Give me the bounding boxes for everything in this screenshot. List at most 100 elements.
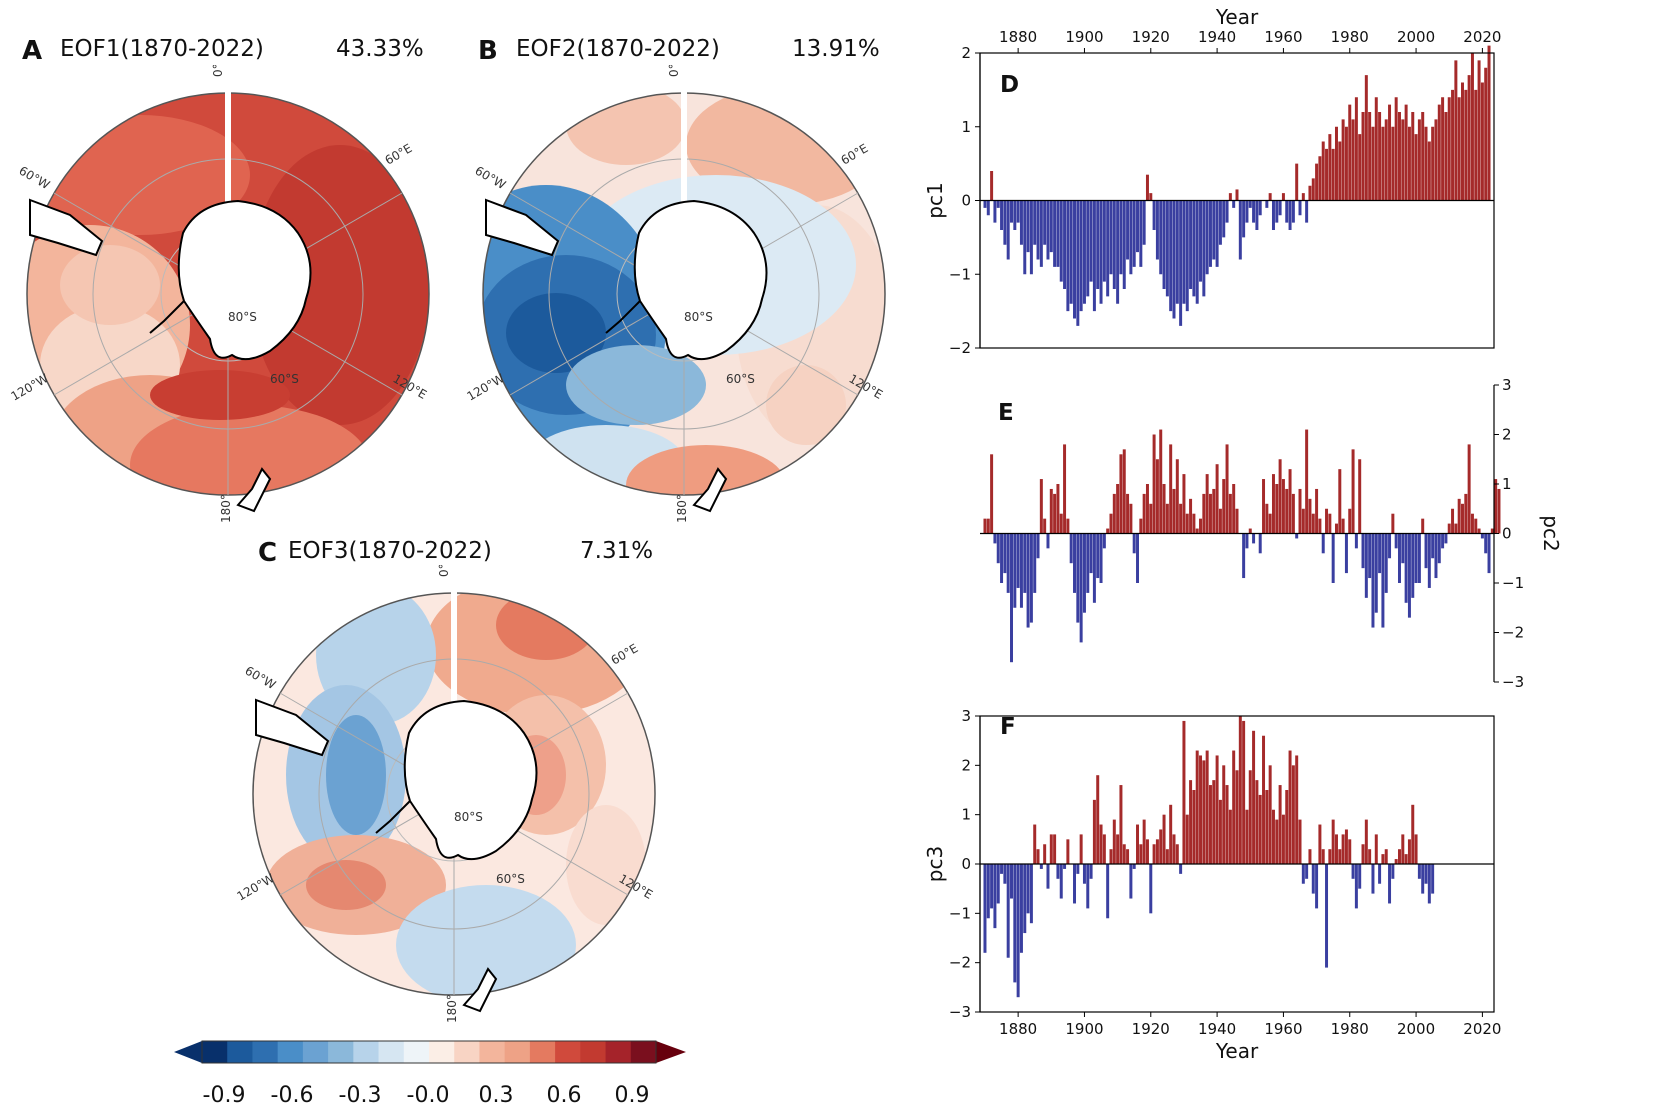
bar-d-1978 [1341,119,1345,201]
bar-d-1879 [1013,200,1017,230]
bar-e-2018 [1474,518,1478,534]
panel-letter-b: B [478,36,498,66]
bar-d-2019 [1477,60,1481,201]
bar-f-1932 [1189,780,1193,864]
bar-e-1928 [1175,459,1179,534]
bar-e-1929 [1179,503,1183,534]
bar-e-1982 [1354,533,1358,549]
bar-f-1941 [1218,799,1222,864]
bar-e-1884 [1029,533,1033,623]
bar-d-1909 [1112,200,1116,289]
x-tick-label: 1940 [1198,1020,1236,1038]
bar-d-1968 [1308,185,1312,201]
bar-f-1959 [1278,785,1282,864]
bar-d-1914 [1129,200,1133,275]
bar-f-1923 [1159,829,1163,864]
bar-d-1898 [1076,200,1080,326]
bar-d-1881 [1019,200,1023,245]
bar-f-1965 [1298,819,1302,864]
bar-d-1934 [1195,200,1199,304]
bar-e-1903 [1092,533,1096,603]
bar-e-1895 [1066,518,1070,534]
bar-e-1991 [1384,533,1388,593]
bar-f-1906 [1102,834,1106,864]
bar-f-1983 [1358,864,1362,889]
panel-f: −3 −2 −1 0 1 2 3 pc3 F 1880 1900 1920 1940 1960 1980 20… [923,707,1501,1063]
bar-f-1933 [1192,790,1196,864]
bar-f-1961 [1285,790,1289,864]
bar-f-1925 [1165,849,1169,864]
bar-e-1983 [1358,459,1362,534]
bar-e-1910 [1116,484,1120,534]
bar-e-1960 [1281,479,1285,534]
bar-f-1907 [1106,864,1110,919]
y-axis-title: pc3 [923,846,947,882]
bar-f-1924 [1162,814,1166,864]
bar-d-1903 [1092,200,1096,312]
bar-d-1949 [1245,200,1249,223]
y-tick-label: 0 [961,192,971,210]
x-tick-label: 1960 [1264,1020,1302,1038]
bar-d-2020 [1480,82,1484,201]
y-tick-label: −3 [1502,673,1524,691]
bar-f-1985 [1364,819,1368,864]
bar-f-1938 [1208,785,1212,864]
bar-e-1886 [1036,533,1040,559]
x-tick-label: 2020 [1463,28,1501,46]
bar-d-1883 [1026,200,1030,253]
map-b-label-120w: 120°W [465,371,507,404]
bar-e-1871 [986,518,990,534]
bar-e-1946 [1235,508,1239,534]
map-a-label-60e: 60°E [383,141,415,168]
bar-d-1882 [1023,200,1027,275]
bar-f-1948 [1242,720,1246,864]
bar-e-1961 [1285,488,1289,534]
bar-d-1872 [990,171,994,201]
bar-e-1879 [1013,533,1017,608]
map-a-label-0: 0° [211,65,225,77]
polar-map-c: 0° 60°W 60°E 120°W 120°E 180° 60°S 80°S [235,565,656,1023]
bar-e-1927 [1172,488,1176,534]
bar-f-1935 [1199,755,1203,864]
bar-d-1925 [1165,200,1169,297]
bar-f-1980 [1348,839,1352,864]
bar-d-1987 [1371,126,1375,201]
colorbar-cell [605,1041,632,1063]
bar-d-1944 [1228,193,1232,201]
bar-d-1923 [1159,200,1163,275]
bar-e-1935 [1199,518,1203,534]
bar-e-1975 [1331,533,1335,583]
bar-f-1966 [1301,864,1305,884]
colorbar-cell [454,1041,480,1063]
bar-d-1993 [1391,126,1395,201]
bar-d-1991 [1384,119,1388,201]
bar-e-1956 [1268,513,1272,534]
bar-e-1915 [1132,533,1136,554]
bar-e-1967 [1305,429,1309,534]
bar-d-1981 [1351,119,1355,201]
bar-e-1882 [1023,533,1027,593]
bar-f-1956 [1268,765,1272,864]
map-b-label-60s: 60°S [726,372,755,386]
colorbar-tick-label: -0.3 [339,1083,382,1108]
bar-d-1997 [1404,104,1408,201]
bar-d-1953 [1258,200,1262,216]
bar-f-1890 [1049,834,1053,864]
x-tick-label: 1960 [1264,28,1302,46]
bar-f-1891 [1053,834,1057,864]
bar-e-1932 [1189,498,1193,534]
bar-f-1960 [1281,814,1285,864]
x-tick-label: 1980 [1331,1020,1369,1038]
bar-f-1998 [1407,839,1411,864]
colorbar-high-arrow [656,1041,686,1063]
bar-d-1885 [1033,200,1037,245]
bar-f-1884 [1029,864,1033,924]
map-b-label-180: 180° [675,494,689,523]
x-tick-label: 1880 [999,1020,1037,1038]
bar-e-1995 [1397,533,1401,583]
bar-e-1987 [1371,533,1375,628]
bar-e-1971 [1318,518,1322,534]
bar-d-1996 [1401,119,1405,201]
bar-d-1922 [1155,200,1159,260]
bar-d-1962 [1288,200,1292,230]
